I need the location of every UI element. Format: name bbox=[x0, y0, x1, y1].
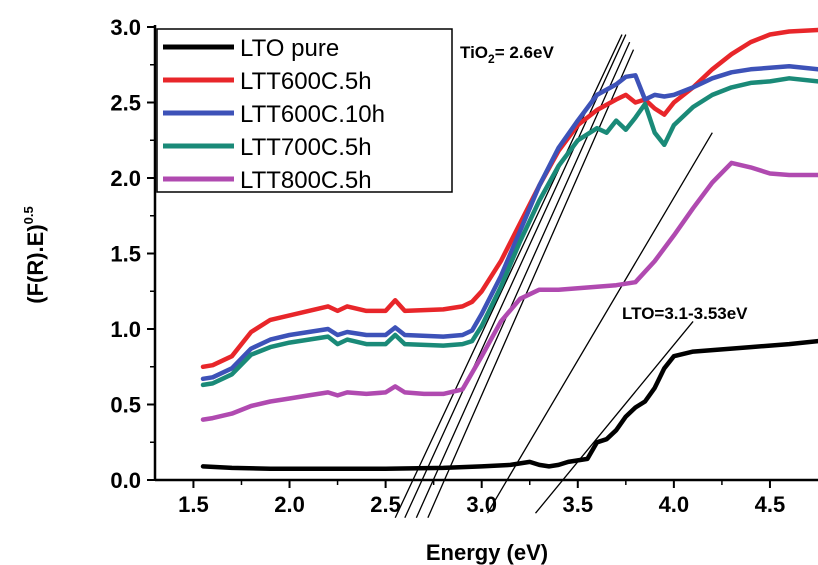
svg-text:(F(R).E)0.5: (F(R).E)0.5 bbox=[21, 206, 48, 304]
x-tick-label-4: 3.5 bbox=[562, 492, 593, 517]
x-tick-label-0: 1.5 bbox=[178, 492, 209, 517]
legend-label-2: LTT600C.10h bbox=[240, 101, 385, 128]
y-tick-label-4: 2.0 bbox=[110, 166, 141, 191]
legend-label-0: LTO pure bbox=[240, 35, 339, 62]
y-tick-label-6: 3.0 bbox=[110, 15, 141, 40]
tangent-line-3 bbox=[427, 49, 635, 519]
series-line-0 bbox=[200, 338, 818, 471]
legend: LTO pure LTT600C.5h LTT600C.10h LTT700C.5h L… bbox=[156, 28, 453, 194]
y-axis-title-exponent: 0.5 bbox=[21, 206, 36, 224]
series-line-2 bbox=[200, 64, 818, 382]
annotation-lto: LTO=3.1-3.53eV bbox=[622, 304, 748, 323]
series-line-4 bbox=[200, 160, 818, 422]
annotation-tio2: TiO2= 2.6eV bbox=[460, 43, 554, 66]
tangent-line-4 bbox=[486, 132, 713, 514]
annotations-layer: TiO2= 2.6eV LTO=3.1-3.53eV bbox=[460, 43, 748, 323]
tangent-line-2 bbox=[415, 41, 631, 519]
y-tick-label-0: 0.0 bbox=[110, 468, 141, 493]
y-tick-label-1: 0.5 bbox=[110, 393, 141, 418]
legend-label-3: LTT700C.5h bbox=[240, 134, 372, 161]
x-tick-label-1: 2.0 bbox=[274, 492, 305, 517]
axes-layer: 1.5 2.0 2.5 3.0 3.5 4.0 4.5 0.0 0.5 1.0 1.5 2.0 2.5 3… bbox=[110, 15, 818, 517]
legend-label-4: LTT800C.5h bbox=[240, 167, 372, 194]
tangent-line-5 bbox=[535, 321, 694, 514]
x-tick-label-6: 4.5 bbox=[755, 492, 786, 517]
y-axis-title-base: (F(R).E) bbox=[23, 224, 48, 303]
y-tick-label-5: 2.5 bbox=[110, 91, 141, 116]
x-axis-title: Energy (eV) bbox=[426, 540, 548, 565]
y-tick-label-2: 1.0 bbox=[110, 317, 141, 342]
x-tick-label-3: 3.0 bbox=[466, 492, 497, 517]
y-tick-label-3: 1.5 bbox=[110, 242, 141, 267]
legend-label-1: LTT600C.5h bbox=[240, 68, 372, 95]
y-axis-title: (F(R).E)0.5 bbox=[21, 206, 48, 304]
series-layer bbox=[200, 27, 818, 471]
series-line-3 bbox=[200, 76, 818, 388]
x-tick-label-5: 4.0 bbox=[659, 492, 690, 517]
x-tick-label-2: 2.5 bbox=[370, 492, 401, 517]
